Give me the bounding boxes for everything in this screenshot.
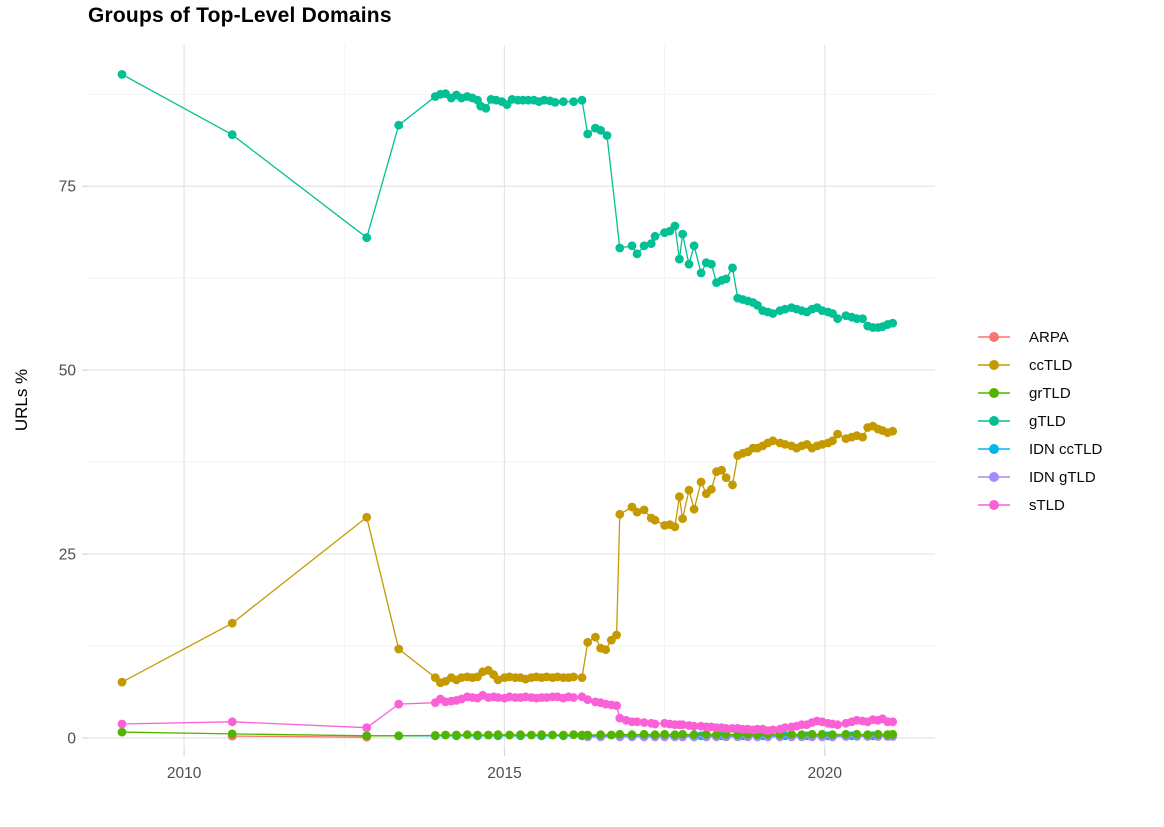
axis-ticks: 2010 2015 2020 0 25 50 75: [59, 179, 843, 782]
chart-title: Groups of Top-Level Domains: [88, 4, 392, 27]
legend-key-icon: [978, 332, 1010, 342]
legend: ARPA ccTLD grTLD gTLD IDN ccTLD IDN gTLD sTLD: [976, 323, 1102, 519]
y-tick-label: 50: [59, 363, 77, 380]
legend-key-icon: [978, 388, 1010, 398]
gridlines: [88, 45, 935, 749]
legend-item-idn-gtld: IDN gTLD: [976, 463, 1102, 491]
legend-item-arpa: ARPA: [976, 323, 1102, 351]
legend-label: grTLD: [1029, 384, 1071, 402]
x-tick-label: 2010: [167, 765, 202, 782]
legend-key-icon: [978, 416, 1010, 426]
legend-key-icon: [978, 444, 1010, 454]
series-stld: [117, 690, 898, 735]
legend-key-icon: [978, 472, 1010, 482]
legend-label: sTLD: [1029, 496, 1065, 514]
legend-label: ccTLD: [1029, 356, 1073, 374]
series-grtld: [117, 727, 898, 741]
legend-label: IDN ccTLD: [1029, 440, 1103, 458]
legend-item-stld: sTLD: [976, 491, 1102, 519]
legend-label: gTLD: [1029, 412, 1066, 430]
series-arpa: [227, 731, 372, 742]
legend-label: ARPA: [1029, 328, 1069, 346]
legend-item-grtld: grTLD: [976, 379, 1102, 407]
legend-item-idn-cctld: IDN ccTLD: [976, 435, 1102, 463]
y-tick-label: 0: [67, 730, 76, 747]
legend-key-icon: [978, 360, 1010, 370]
legend-key-icon: [978, 500, 1010, 510]
legend-item-cctld: ccTLD: [976, 351, 1102, 379]
legend-item-gtld: gTLD: [976, 407, 1102, 435]
x-tick-label: 2015: [487, 765, 521, 782]
series-gtld: [117, 70, 898, 332]
y-tick-label: 25: [59, 547, 76, 564]
legend-label: IDN gTLD: [1029, 468, 1096, 486]
y-tick-label: 75: [59, 179, 76, 196]
x-tick-label: 2020: [808, 765, 843, 782]
series-cctld: [117, 421, 898, 688]
